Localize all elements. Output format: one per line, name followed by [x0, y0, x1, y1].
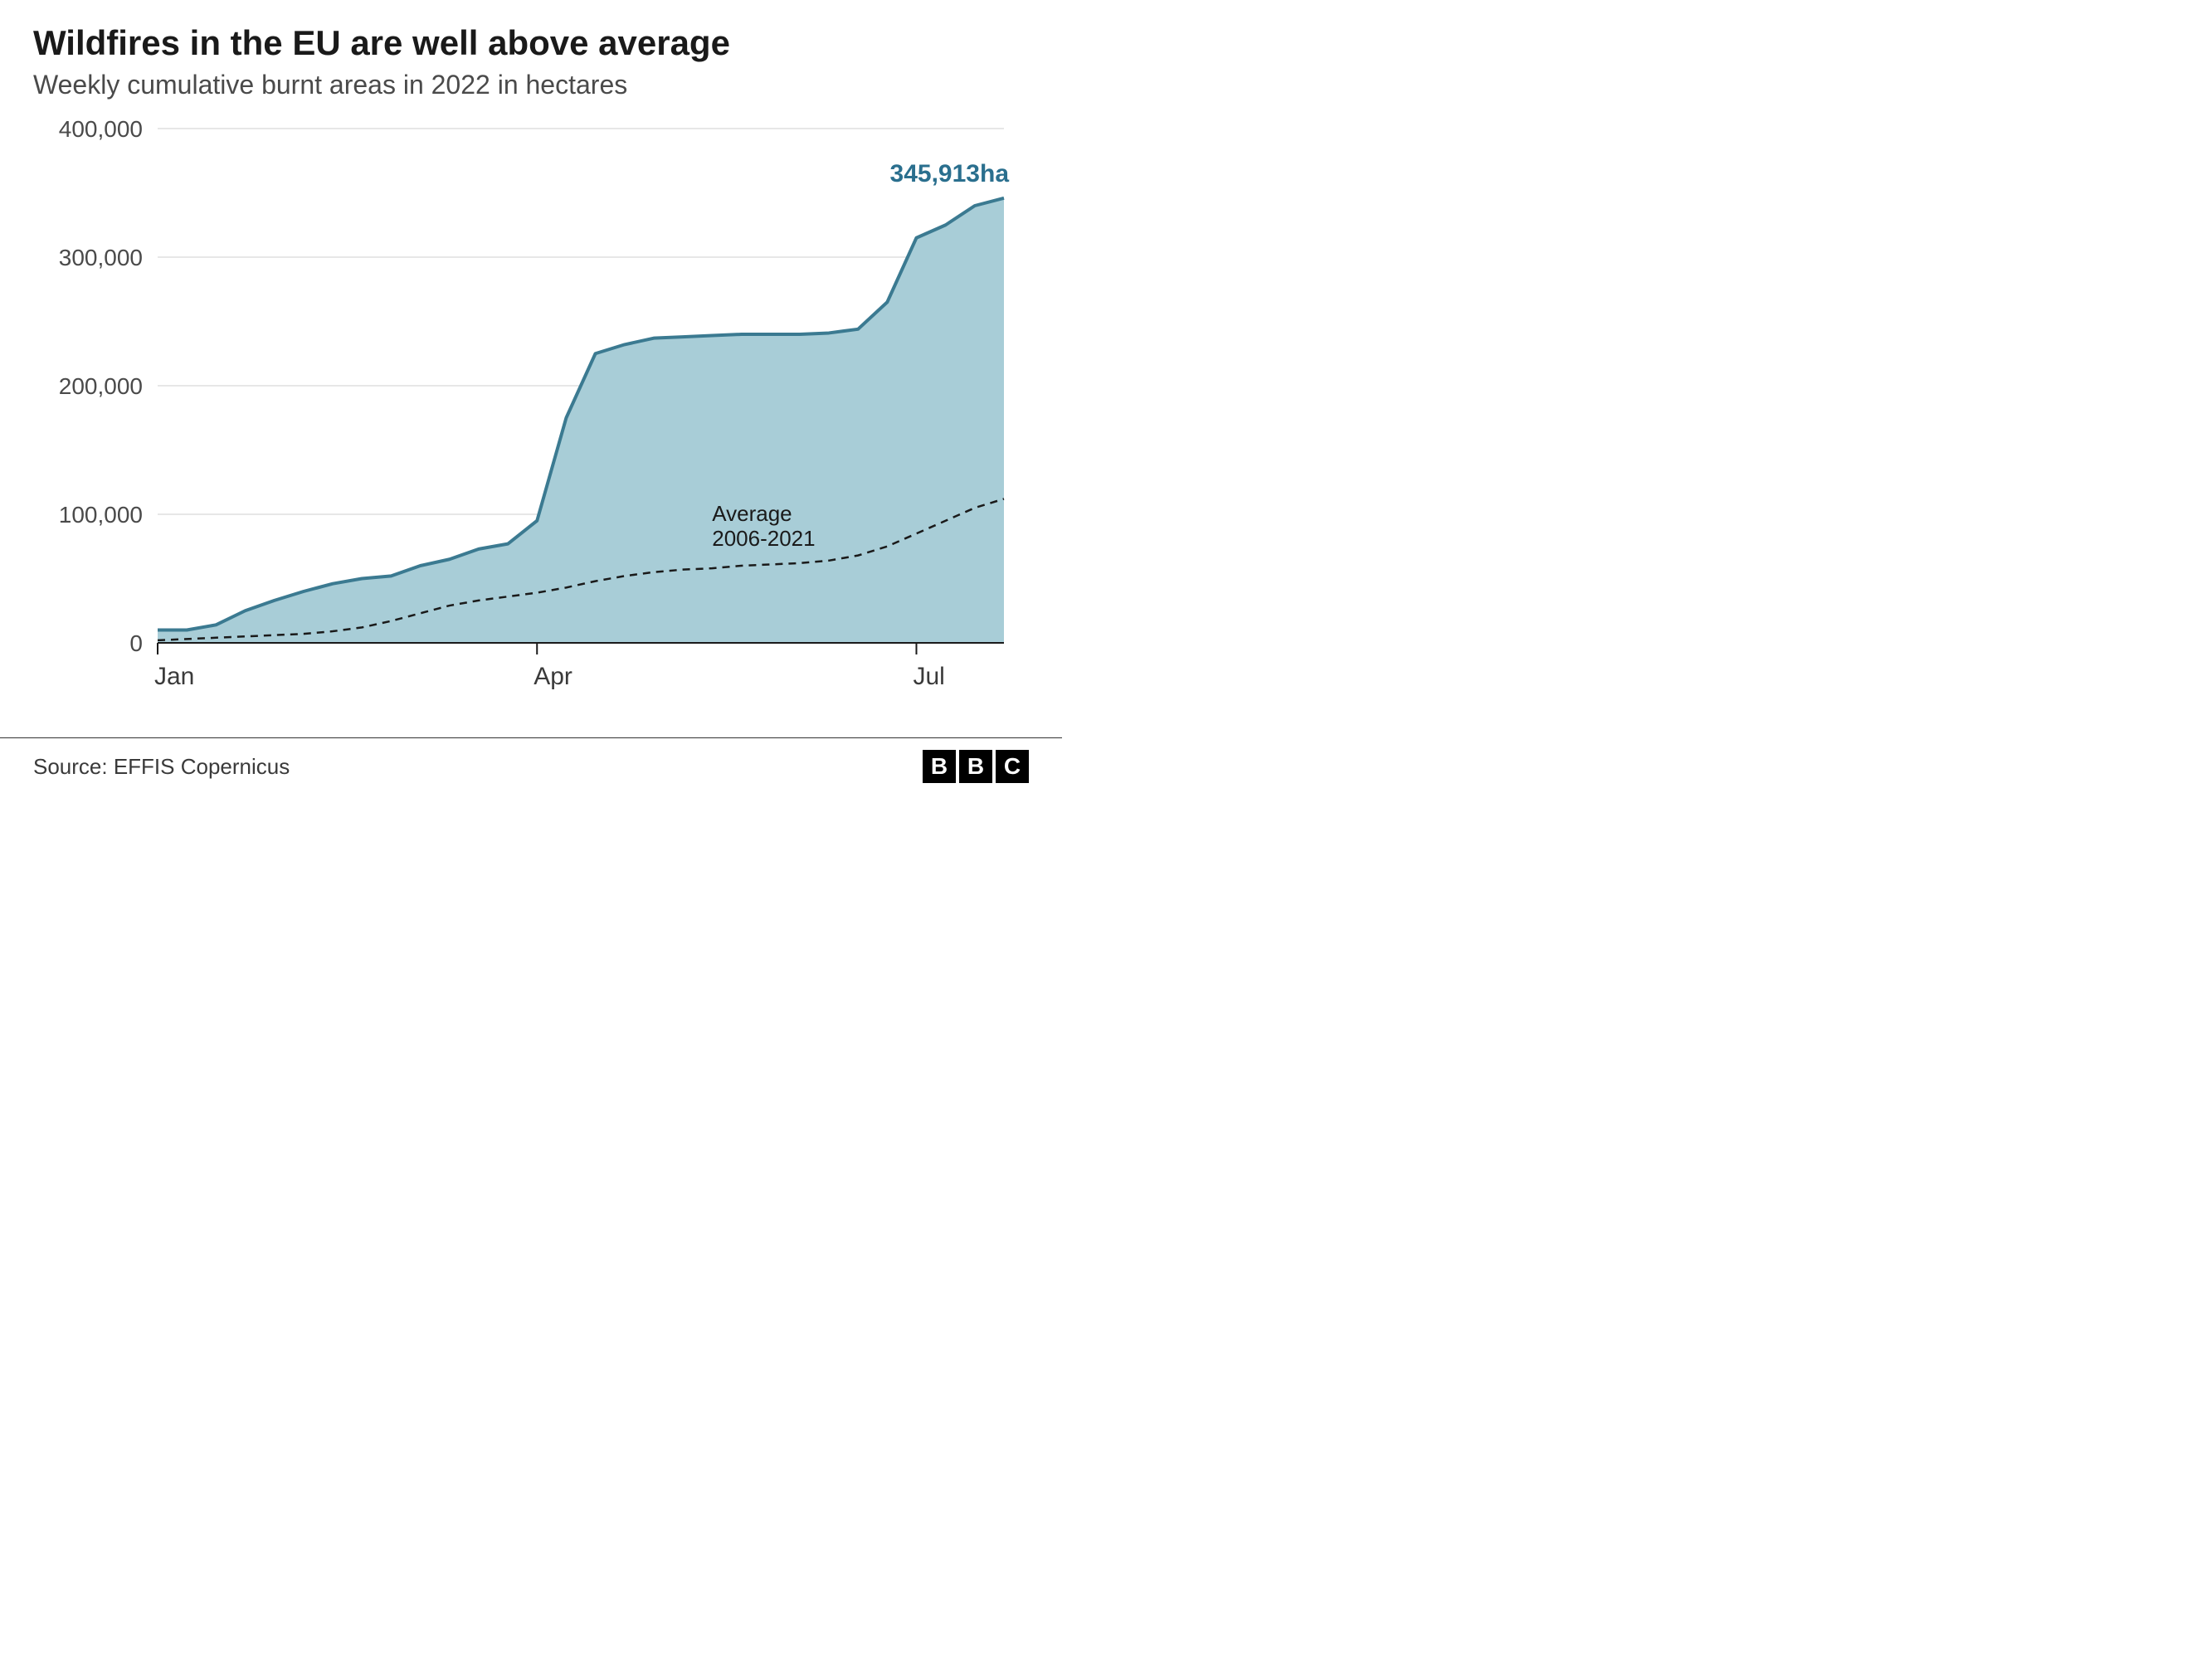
logo-letter-1: B — [923, 750, 956, 783]
chart-svg: 0 100,000 200,000 300,000 400,000 Jan Apr Jul 34… — [33, 120, 1029, 701]
logo-letter-3: C — [996, 750, 1029, 783]
average-annotation-line2: 2006-2021 — [712, 526, 815, 551]
chart-title: Wildfires in the EU are well above avera… — [33, 23, 1029, 63]
chart-footer: Source: EFFIS Copernicus B B C — [0, 737, 1062, 796]
end-value-label: 345,913ha — [890, 160, 1010, 187]
y-tick-label: 100,000 — [59, 502, 143, 528]
x-tick-label: Apr — [534, 663, 572, 690]
chart-panel: Wildfires in the EU are well above avera… — [0, 0, 1062, 796]
y-tick-label: 400,000 — [59, 120, 143, 142]
logo-letter-2: B — [959, 750, 992, 783]
chart-subtitle: Weekly cumulative burnt areas in 2022 in… — [33, 70, 1029, 100]
chart-area: 0 100,000 200,000 300,000 400,000 Jan Apr Jul 34… — [33, 120, 1029, 701]
x-tick-label: Jan — [154, 663, 194, 690]
series-2022-area — [158, 198, 1004, 643]
y-tick-label: 300,000 — [59, 245, 143, 270]
source-label: Source: EFFIS Copernicus — [33, 754, 290, 780]
x-tick-label: Jul — [913, 663, 944, 690]
y-tick-label: 200,000 — [59, 373, 143, 399]
bbc-logo: B B C — [923, 750, 1029, 783]
y-tick-label: 0 — [129, 630, 143, 656]
average-annotation-line1: Average — [712, 501, 792, 526]
